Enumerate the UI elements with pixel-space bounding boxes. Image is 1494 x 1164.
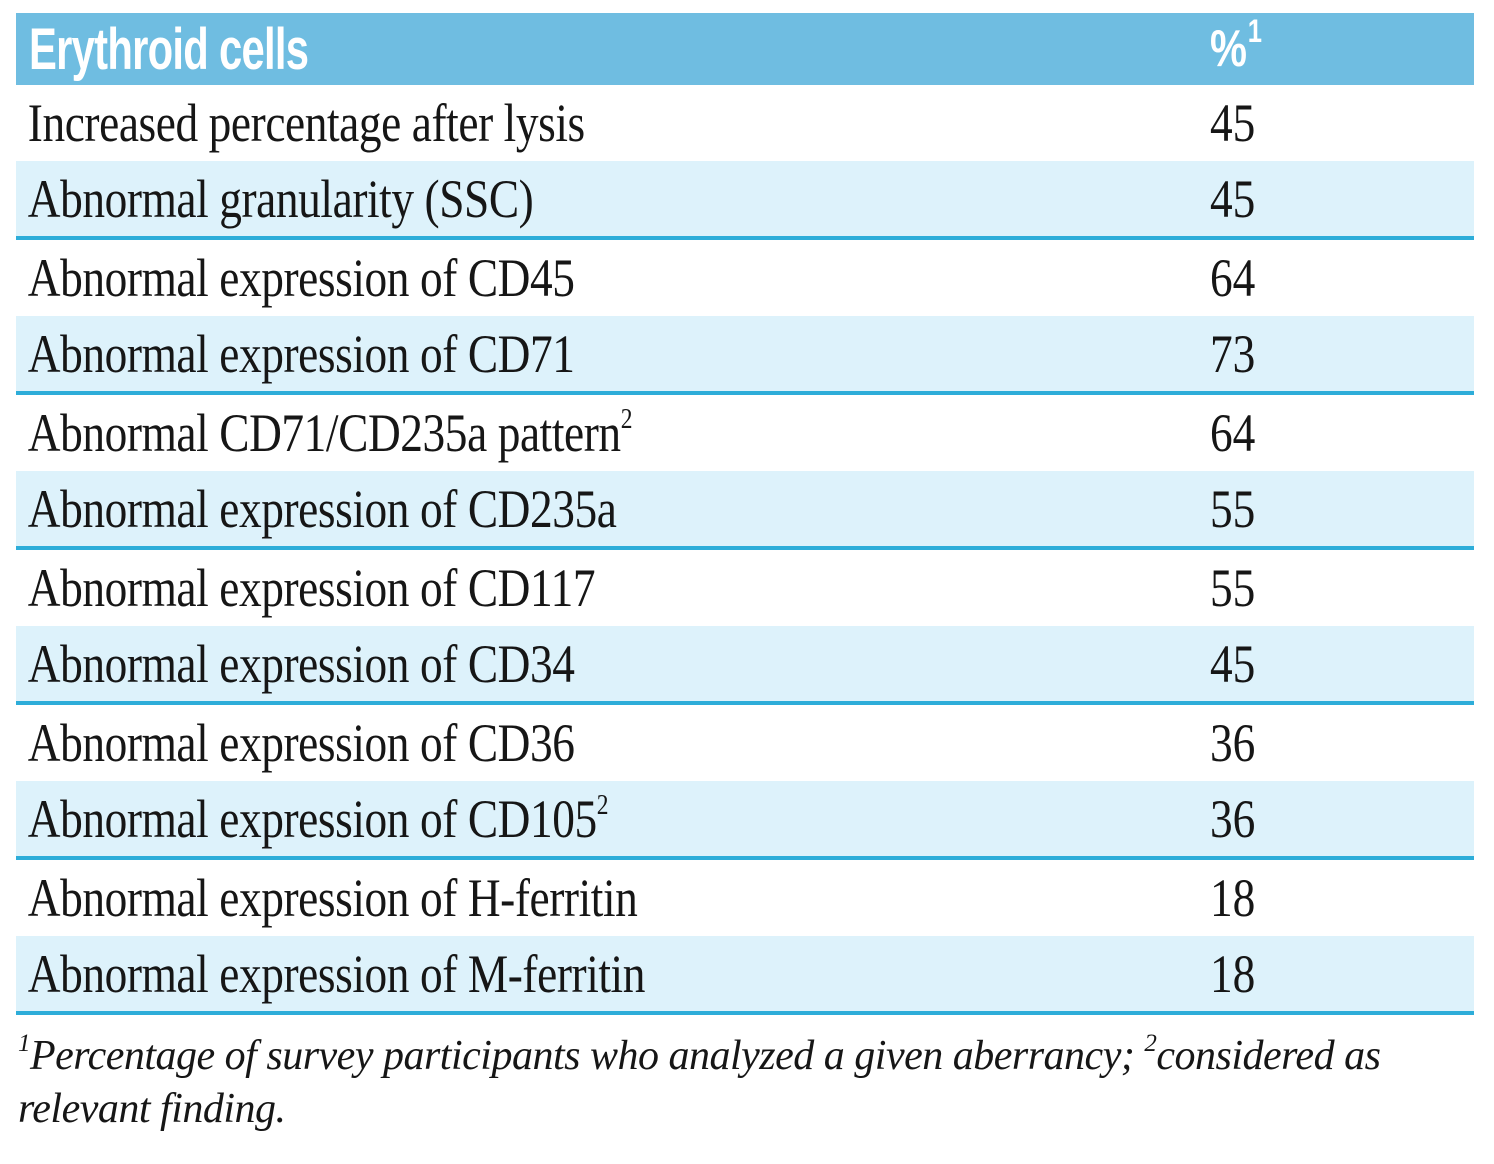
table-row: Abnormal expression of CD1052 36: [16, 781, 1474, 860]
row-value: 55: [1210, 478, 1256, 539]
header-footnote-marker: 1: [1247, 12, 1263, 49]
table-row: Abnormal granularity (SSC) 45: [16, 161, 1474, 240]
row-value: 64: [1210, 403, 1256, 463]
row-value: 18: [1210, 943, 1256, 1004]
row-value: 36: [1210, 713, 1256, 773]
row-label: Abnormal expression of CD36: [27, 713, 575, 773]
footnote-marker: 2: [596, 789, 609, 821]
erythroid-cells-table: Erythroid cells %1 Increased percentage …: [16, 13, 1474, 1015]
table-row: Abnormal expression of CD45 64: [16, 240, 1474, 316]
row-value: 18: [1210, 868, 1256, 928]
row-label: Abnormal expression of CD34: [27, 633, 575, 694]
footnote-marker-2: 2: [1144, 1030, 1157, 1057]
footnote-text-1: Percentage of survey participants who an…: [30, 1033, 1145, 1079]
table-header-row: Erythroid cells %1: [16, 13, 1474, 85]
row-value: 45: [1210, 633, 1256, 694]
table-row: Abnormal expression of CD34 45: [16, 626, 1474, 705]
table-row: Abnormal expression of CD235a 55: [16, 471, 1474, 550]
table-row: Increased percentage after lysis 45: [16, 85, 1474, 161]
row-label: Abnormal expression of CD45: [27, 248, 575, 308]
table-row: Abnormal CD71/CD235a pattern2 64: [16, 395, 1474, 471]
table-footnote: 1Percentage of survey participants who a…: [18, 1030, 1476, 1135]
row-value: 45: [1210, 168, 1256, 229]
table-row: Abnormal expression of CD36 36: [16, 705, 1474, 781]
row-label: Abnormal expression of CD117: [27, 558, 596, 618]
row-value: 45: [1210, 93, 1256, 153]
header-erythroid-cells: Erythroid cells: [28, 16, 309, 82]
table-row: Abnormal expression of H-ferritin 18: [16, 860, 1474, 936]
row-label: Abnormal expression of CD235a: [27, 478, 617, 539]
footnote-marker: 2: [620, 404, 633, 435]
row-label: Abnormal expression of H-ferritin: [27, 868, 638, 928]
row-label: Abnormal granularity (SSC): [27, 168, 534, 229]
footnote-marker-1: 1: [18, 1030, 31, 1057]
table-row: Abnormal expression of CD71 73: [16, 316, 1474, 395]
header-percent-column: %1: [1210, 13, 1262, 79]
row-label: Increased percentage after lysis: [27, 93, 585, 153]
table-row: Abnormal expression of M-ferritin 18: [16, 936, 1474, 1015]
footnote-text-2: considered as relevant finding.: [18, 1033, 1381, 1132]
row-value: 64: [1210, 248, 1256, 308]
row-value: 36: [1210, 788, 1256, 849]
row-label: Abnormal expression of M-ferritin: [27, 943, 646, 1004]
row-label: Abnormal expression of CD1052: [27, 788, 609, 849]
percent-sign: %: [1210, 20, 1247, 79]
table-row: Abnormal expression of CD117 55: [16, 550, 1474, 626]
row-value: 55: [1210, 558, 1256, 618]
row-label: Abnormal CD71/CD235a pattern2: [27, 403, 633, 463]
row-value: 73: [1210, 323, 1256, 384]
row-label: Abnormal expression of CD71: [27, 323, 575, 384]
